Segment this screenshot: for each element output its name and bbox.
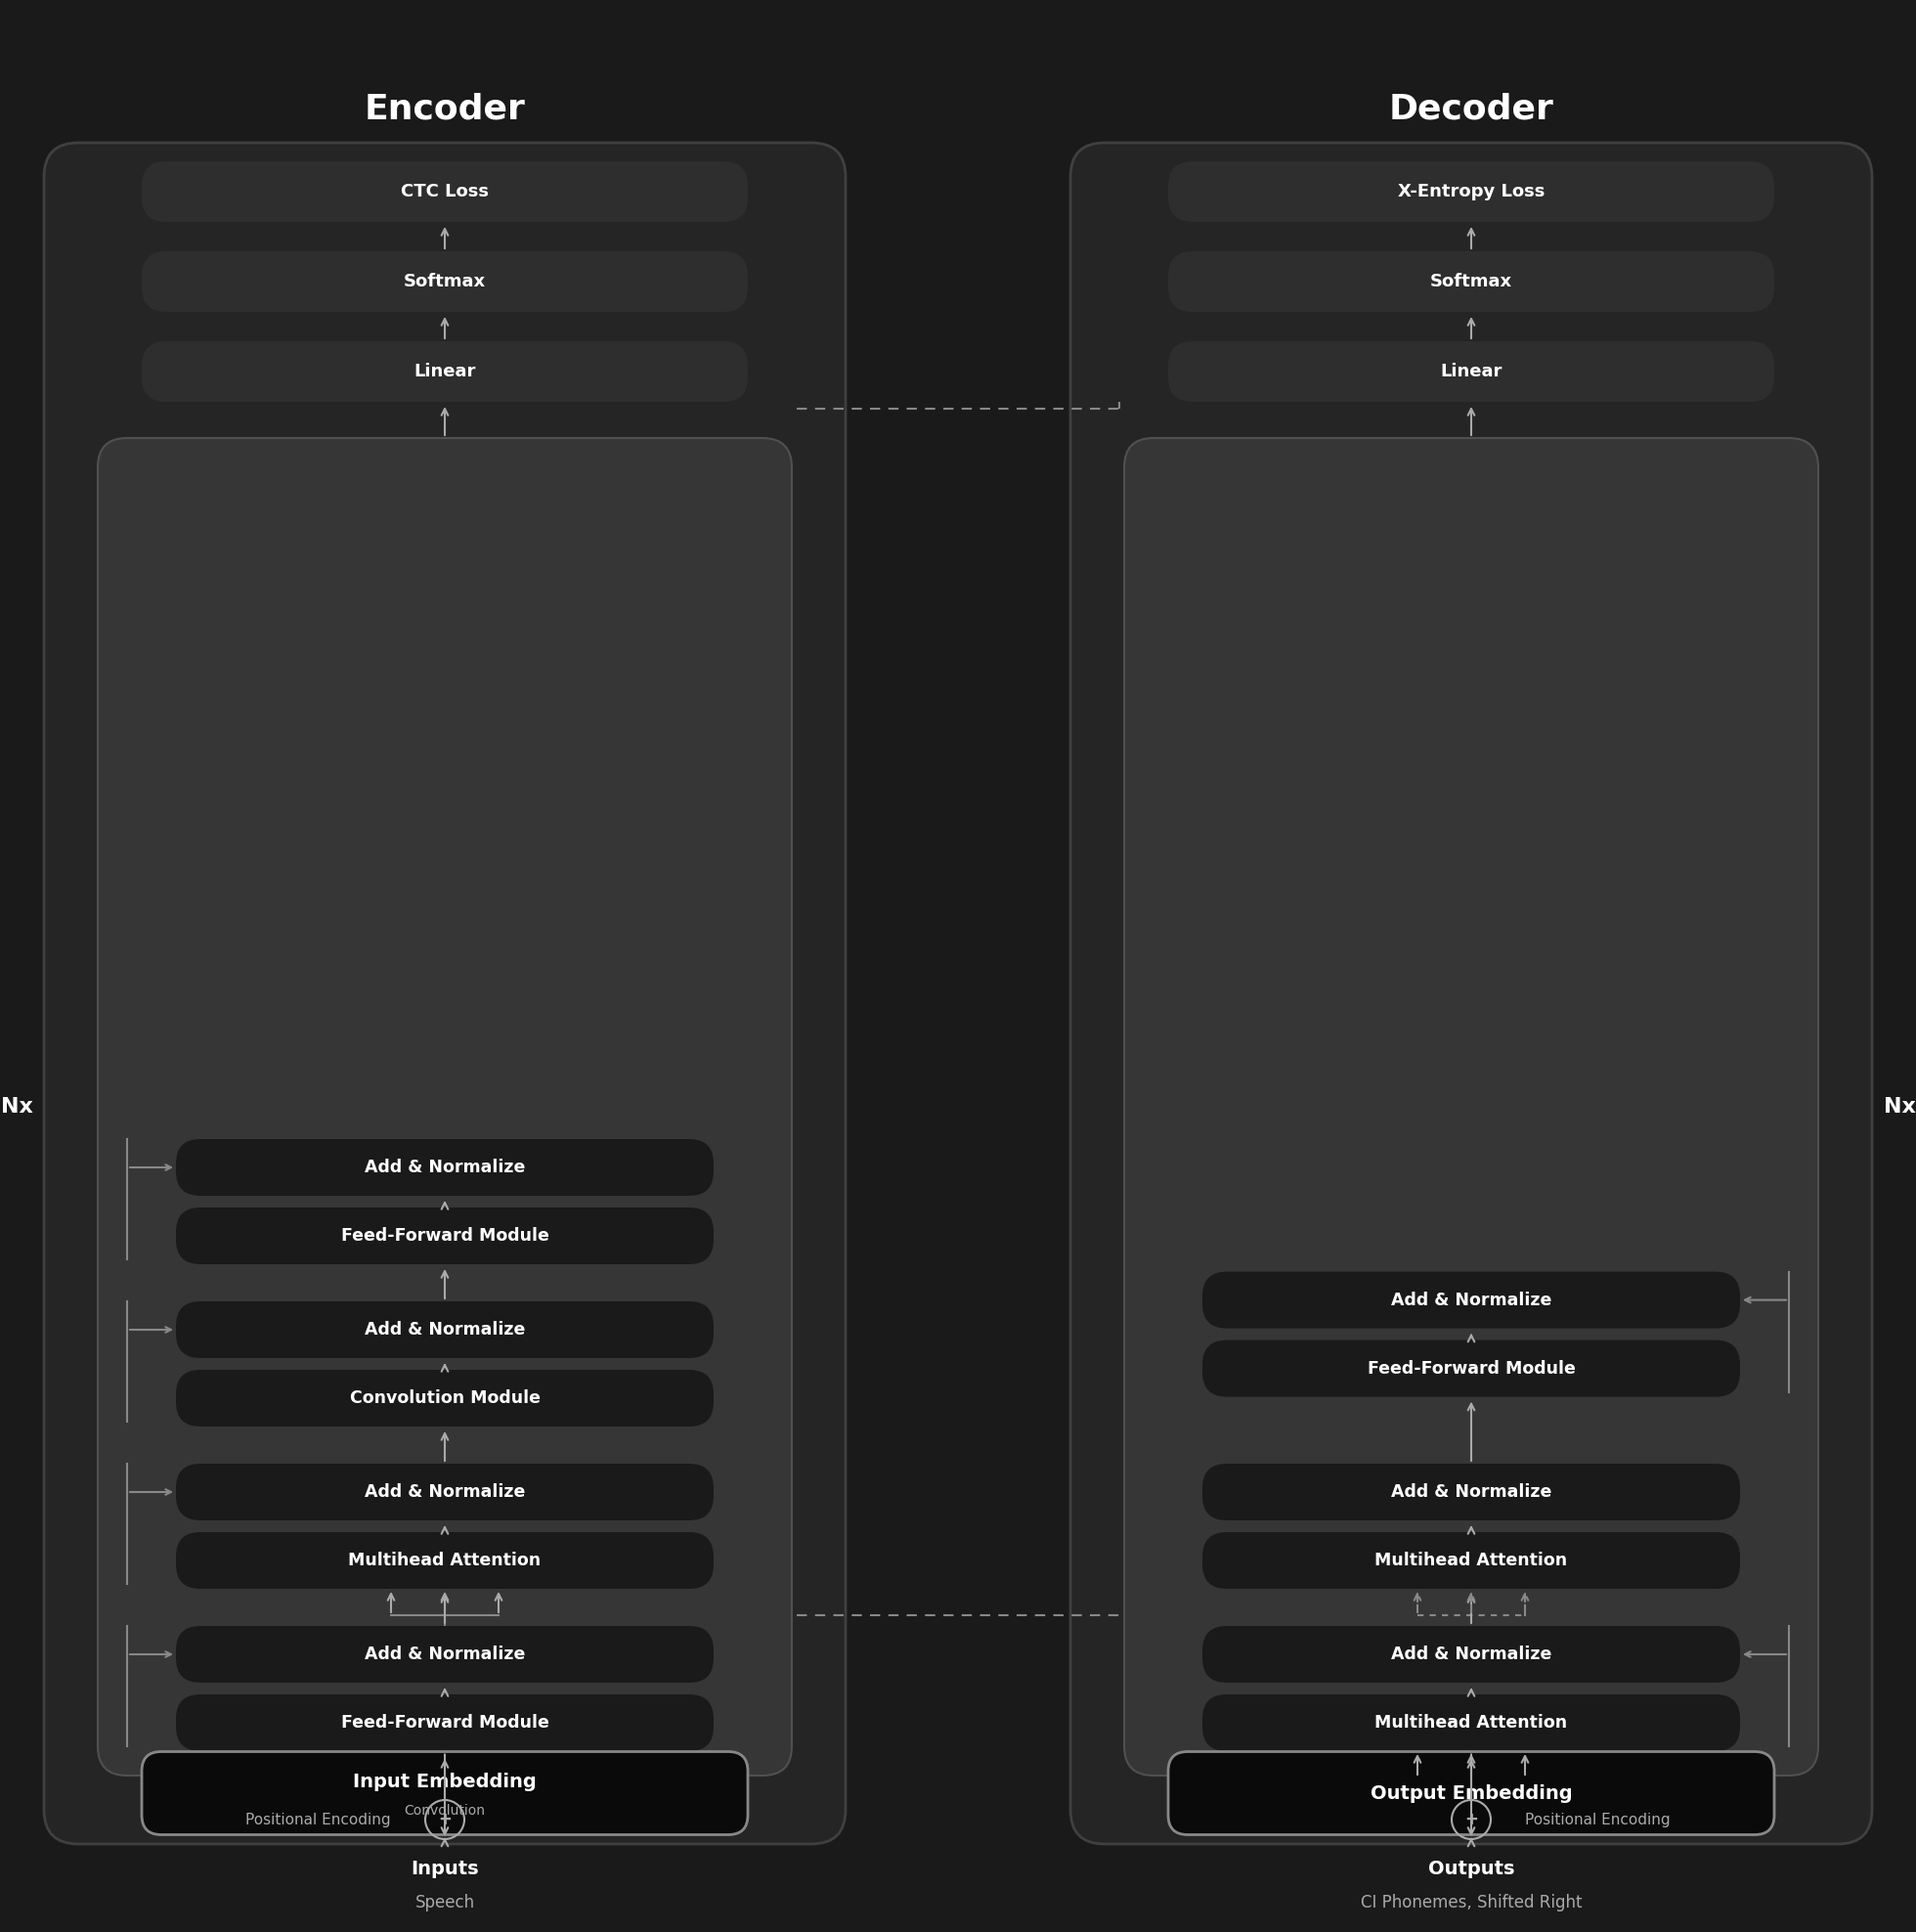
FancyBboxPatch shape — [1071, 143, 1872, 1843]
FancyBboxPatch shape — [1203, 1271, 1740, 1329]
Text: Output Embedding: Output Embedding — [1370, 1783, 1573, 1803]
Text: Softmax: Softmax — [1429, 272, 1512, 290]
FancyBboxPatch shape — [176, 1208, 713, 1264]
Text: Add & Normalize: Add & Normalize — [364, 1484, 525, 1501]
Text: Feed-Forward Module: Feed-Forward Module — [341, 1227, 548, 1244]
Text: Add & Normalize: Add & Normalize — [1391, 1646, 1552, 1663]
FancyBboxPatch shape — [1125, 439, 1818, 1776]
Text: +: + — [439, 1810, 452, 1828]
Text: Add & Normalize: Add & Normalize — [1391, 1291, 1552, 1308]
Text: Convolution: Convolution — [404, 1804, 485, 1818]
FancyBboxPatch shape — [142, 1752, 747, 1835]
FancyBboxPatch shape — [1203, 1694, 1740, 1750]
Text: Feed-Forward Module: Feed-Forward Module — [341, 1714, 548, 1731]
Text: Add & Normalize: Add & Normalize — [364, 1321, 525, 1339]
Text: Multihead Attention: Multihead Attention — [349, 1551, 540, 1569]
FancyBboxPatch shape — [1169, 251, 1774, 311]
FancyBboxPatch shape — [176, 1464, 713, 1520]
FancyBboxPatch shape — [1203, 1627, 1740, 1683]
Text: Outputs: Outputs — [1427, 1859, 1514, 1878]
FancyBboxPatch shape — [176, 1694, 713, 1750]
FancyBboxPatch shape — [176, 1302, 713, 1358]
Text: Positional Encoding: Positional Encoding — [1525, 1812, 1671, 1828]
Text: Positional Encoding: Positional Encoding — [245, 1812, 391, 1828]
FancyBboxPatch shape — [176, 1532, 713, 1588]
Text: X-Entropy Loss: X-Entropy Loss — [1397, 184, 1544, 201]
Text: Linear: Linear — [414, 363, 475, 381]
FancyBboxPatch shape — [98, 439, 791, 1776]
Text: Softmax: Softmax — [404, 272, 487, 290]
Text: Multihead Attention: Multihead Attention — [1376, 1714, 1567, 1731]
Text: Input Embedding: Input Embedding — [353, 1772, 536, 1791]
FancyBboxPatch shape — [1203, 1341, 1740, 1397]
FancyBboxPatch shape — [1203, 1532, 1740, 1588]
FancyBboxPatch shape — [142, 342, 747, 402]
FancyBboxPatch shape — [142, 162, 747, 222]
Text: Nx: Nx — [0, 1097, 33, 1117]
Text: CI Phonemes, Shifted Right: CI Phonemes, Shifted Right — [1360, 1893, 1583, 1911]
Text: CTC Loss: CTC Loss — [400, 184, 489, 201]
Text: Feed-Forward Module: Feed-Forward Module — [1368, 1360, 1575, 1378]
FancyBboxPatch shape — [1169, 1752, 1774, 1835]
FancyBboxPatch shape — [176, 1140, 713, 1196]
Text: Inputs: Inputs — [410, 1859, 479, 1878]
Text: Convolution Module: Convolution Module — [349, 1389, 540, 1406]
FancyBboxPatch shape — [176, 1627, 713, 1683]
FancyBboxPatch shape — [142, 251, 747, 311]
Text: Add & Normalize: Add & Normalize — [364, 1159, 525, 1177]
Text: Multihead Attention: Multihead Attention — [1376, 1551, 1567, 1569]
Text: Linear: Linear — [1441, 363, 1502, 381]
Text: Speech: Speech — [416, 1893, 475, 1911]
FancyBboxPatch shape — [1203, 1464, 1740, 1520]
Text: +: + — [1464, 1810, 1477, 1828]
FancyBboxPatch shape — [44, 143, 845, 1843]
Text: Add & Normalize: Add & Normalize — [1391, 1484, 1552, 1501]
FancyBboxPatch shape — [1169, 162, 1774, 222]
FancyBboxPatch shape — [1169, 342, 1774, 402]
FancyBboxPatch shape — [176, 1370, 713, 1426]
Text: Encoder: Encoder — [364, 93, 525, 126]
Text: Decoder: Decoder — [1389, 93, 1554, 126]
Text: Add & Normalize: Add & Normalize — [364, 1646, 525, 1663]
Text: Nx: Nx — [1883, 1097, 1916, 1117]
